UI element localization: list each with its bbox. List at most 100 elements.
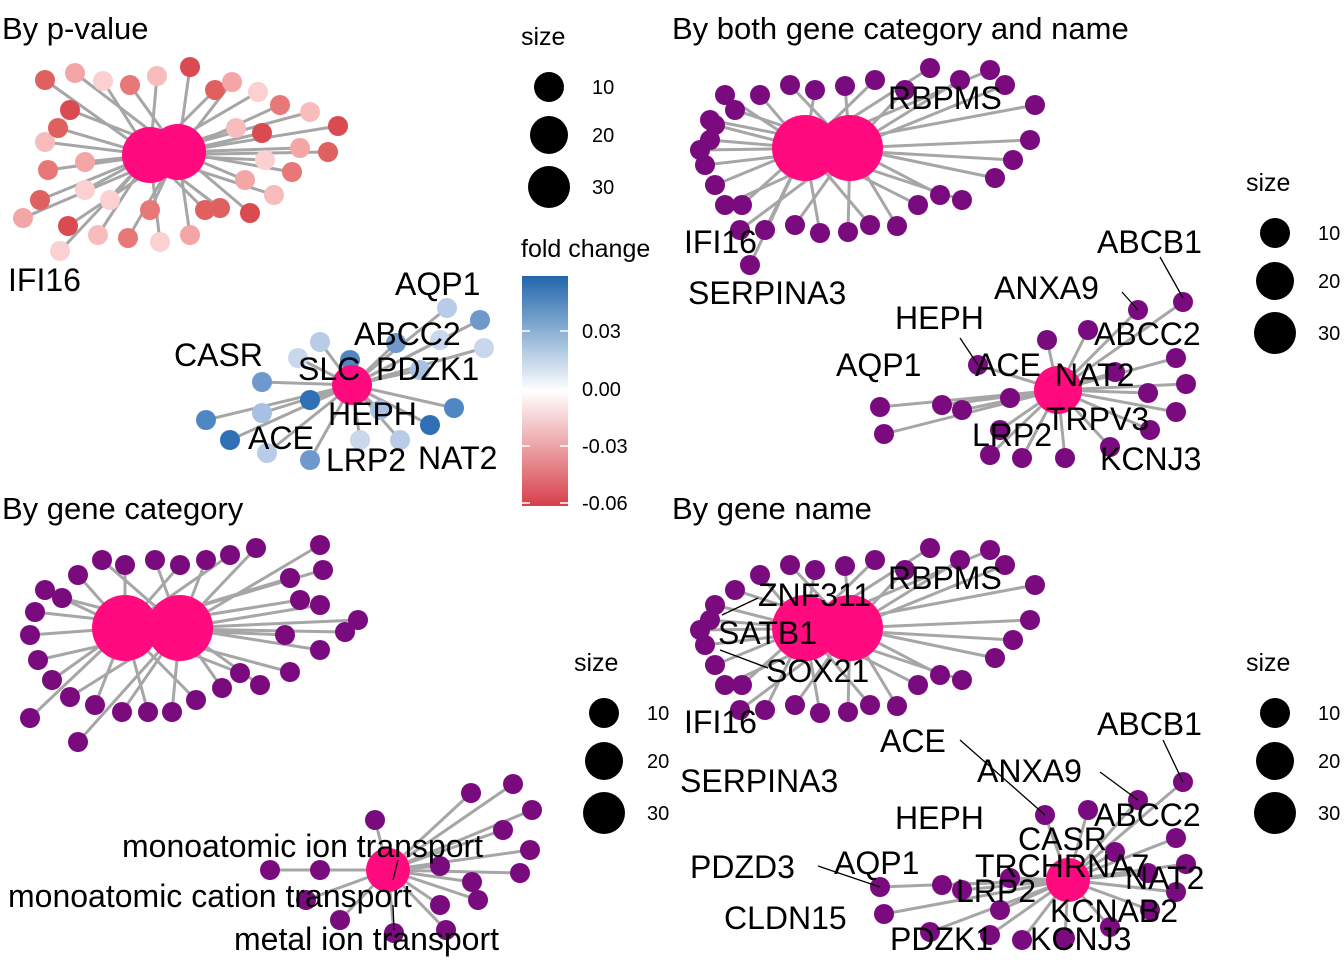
gene-node bbox=[210, 198, 230, 218]
gene-node bbox=[196, 550, 216, 570]
gene-node bbox=[222, 72, 242, 92]
fold-change-colorbar bbox=[522, 276, 568, 506]
node-label-ace: ACE bbox=[880, 723, 946, 759]
category-nodes bbox=[332, 365, 372, 405]
gene-node bbox=[255, 150, 275, 170]
gene-node bbox=[65, 63, 85, 83]
gene-node bbox=[755, 700, 775, 720]
gene-node bbox=[780, 555, 800, 575]
gene-node bbox=[1078, 320, 1098, 340]
gene-node bbox=[755, 220, 775, 240]
gene-node bbox=[1003, 150, 1023, 170]
gene-node bbox=[1100, 437, 1120, 457]
gene-node bbox=[732, 195, 752, 215]
gene-node bbox=[170, 555, 190, 575]
gene-node bbox=[932, 875, 952, 895]
gene-node bbox=[296, 890, 316, 910]
gene-node bbox=[13, 208, 33, 228]
gene-node bbox=[330, 910, 350, 930]
node-label-aqp1: AQP1 bbox=[836, 347, 921, 383]
node-label-heph: HEPH bbox=[328, 396, 417, 432]
gene-node bbox=[220, 430, 240, 450]
gene-node bbox=[35, 70, 55, 90]
gene-node bbox=[805, 80, 825, 100]
gene-node bbox=[810, 223, 830, 243]
gene-node bbox=[235, 170, 255, 190]
node-label-satb1: SATB1 bbox=[718, 615, 817, 651]
gene-node bbox=[700, 110, 720, 130]
network-name bbox=[690, 538, 1196, 950]
gene-node bbox=[1012, 448, 1032, 468]
gene-nodes bbox=[870, 772, 1196, 950]
gene-node bbox=[290, 590, 310, 610]
gene-node bbox=[350, 430, 370, 450]
gene-node bbox=[1105, 842, 1125, 862]
gene-node bbox=[952, 400, 972, 420]
gene-node bbox=[180, 57, 200, 77]
size-key-10 bbox=[1260, 218, 1290, 248]
gene-node bbox=[461, 783, 481, 803]
gene-node bbox=[60, 100, 80, 120]
node-label-nat2: NAT2 bbox=[1055, 357, 1134, 393]
gene-node bbox=[252, 123, 272, 143]
gene-node bbox=[75, 180, 95, 200]
gene-node bbox=[870, 397, 890, 417]
gene-node bbox=[732, 675, 752, 695]
gene-node bbox=[920, 58, 940, 78]
gene-node bbox=[725, 580, 745, 600]
gene-node bbox=[874, 424, 894, 444]
gene-node bbox=[908, 195, 928, 215]
node-label-pdzk1: PDZK1 bbox=[890, 921, 993, 957]
gene-node bbox=[887, 216, 907, 236]
gene-node bbox=[1100, 917, 1120, 937]
gene-node bbox=[1140, 900, 1160, 920]
gene-node bbox=[705, 595, 725, 615]
node-label-cldn15: CLDN15 bbox=[724, 900, 847, 936]
node-label-serpina3: SERPINA3 bbox=[688, 275, 846, 311]
gene-node bbox=[470, 310, 490, 330]
gene-node bbox=[805, 560, 825, 580]
size-key-30 bbox=[1254, 312, 1296, 354]
gene-node bbox=[68, 565, 88, 585]
node-label-rbpms: RBPMS bbox=[888, 80, 1002, 116]
node-label-abcb1: ABCB1 bbox=[1097, 706, 1202, 742]
size-key-30 bbox=[583, 792, 625, 834]
gene-node bbox=[1000, 868, 1020, 888]
gene-node bbox=[42, 670, 62, 690]
gene-node bbox=[282, 162, 302, 182]
gene-node bbox=[437, 298, 457, 318]
gene-node bbox=[300, 390, 320, 410]
gene-node bbox=[420, 415, 440, 435]
gene-node bbox=[58, 216, 78, 236]
labels-name: ZNF311 RBPMS SATB1 SOX21 IFI16 SERPINA3 … bbox=[680, 560, 1204, 957]
gene-node bbox=[162, 702, 182, 722]
gene-node bbox=[920, 538, 940, 558]
gene-node bbox=[730, 700, 750, 720]
gene-node bbox=[838, 702, 858, 722]
gene-node bbox=[474, 338, 494, 358]
gene-node bbox=[895, 80, 915, 100]
size-key-label-30: 30 bbox=[647, 803, 669, 825]
gene-node bbox=[230, 663, 250, 683]
node-label-abcc2: ABCC2 bbox=[1094, 316, 1201, 352]
category-nodes bbox=[772, 595, 883, 661]
size-key-label-30: 30 bbox=[592, 177, 614, 199]
gene-node bbox=[436, 920, 456, 940]
gene-node bbox=[990, 420, 1010, 440]
size-legend-name: size 10 20 30 bbox=[1246, 649, 1340, 834]
gene-node bbox=[920, 922, 940, 942]
gene-node bbox=[725, 100, 745, 120]
gene-node bbox=[980, 445, 1000, 465]
gene-node bbox=[248, 82, 268, 102]
gene-node bbox=[115, 555, 135, 575]
gene-node bbox=[1138, 863, 1158, 883]
category-node bbox=[817, 115, 883, 181]
gene-node bbox=[68, 732, 88, 752]
gene-node bbox=[384, 923, 404, 943]
gene-node bbox=[140, 200, 160, 220]
gene-node bbox=[270, 95, 290, 115]
gene-node bbox=[985, 168, 1005, 188]
size-legend-title: size bbox=[521, 23, 565, 51]
size-legend-category: size 10 20 30 bbox=[574, 649, 669, 834]
gene-node bbox=[335, 622, 355, 642]
